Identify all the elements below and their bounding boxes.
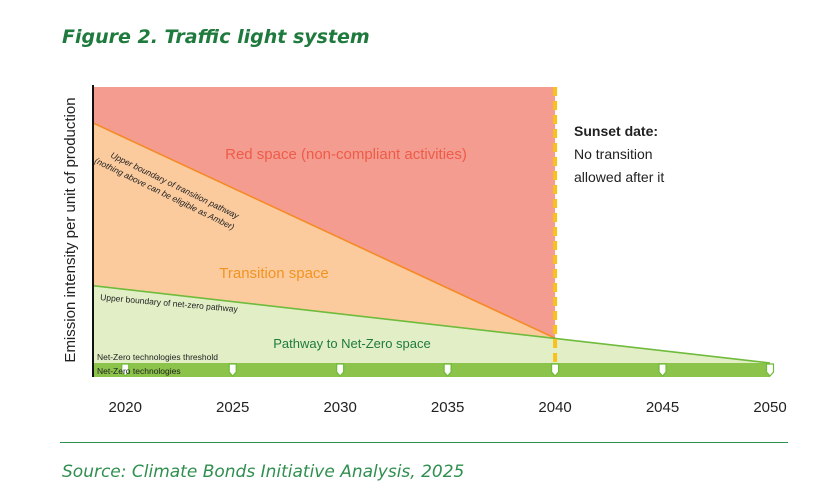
year-marker <box>550 363 560 377</box>
year-marker <box>228 363 237 377</box>
transition-space-label: Transition space <box>219 265 329 282</box>
source-note: Source: Climate Bonds Initiative Analysi… <box>62 462 465 482</box>
sunset-title: Sunset date: <box>574 123 658 139</box>
divider-line <box>60 442 788 443</box>
traffic-light-chart: 2020 2025 2030 2035 2040 2045 2050 Emission in… <box>62 85 787 416</box>
sunset-line-2: allowed after it <box>574 169 664 185</box>
x-tick-label: 2025 <box>216 399 249 416</box>
technologies-annotation: Net-Zero technologies <box>97 366 181 376</box>
year-marker <box>121 363 130 377</box>
netzero-boundary-line <box>92 284 771 364</box>
red-space-area <box>93 87 556 339</box>
year-marker <box>443 363 452 377</box>
figure-title: Figure 2. Traffic light system <box>62 26 370 48</box>
red-space-label: Red space (non-compliant activities) <box>225 146 467 163</box>
sunset-line-1: No transition <box>574 146 653 162</box>
threshold-annotation: Net-Zero technologies threshold <box>97 352 218 362</box>
x-tick-label: 2035 <box>431 399 464 416</box>
x-tick-label: 2040 <box>538 399 571 416</box>
year-marker <box>658 363 667 377</box>
x-tick-label: 2030 <box>323 399 356 416</box>
netzero-space-label: Pathway to Net-Zero space <box>273 336 431 351</box>
year-marker <box>336 363 345 377</box>
x-tick-label: 2020 <box>109 399 142 416</box>
y-axis-label: Emission intensity per unit of productio… <box>62 97 79 362</box>
transition-boundary-line <box>92 122 556 339</box>
netzero-technologies-band <box>93 363 770 377</box>
x-tick-label: 2050 <box>753 399 786 416</box>
year-marker <box>765 363 775 377</box>
x-tick-label: 2045 <box>646 399 679 416</box>
